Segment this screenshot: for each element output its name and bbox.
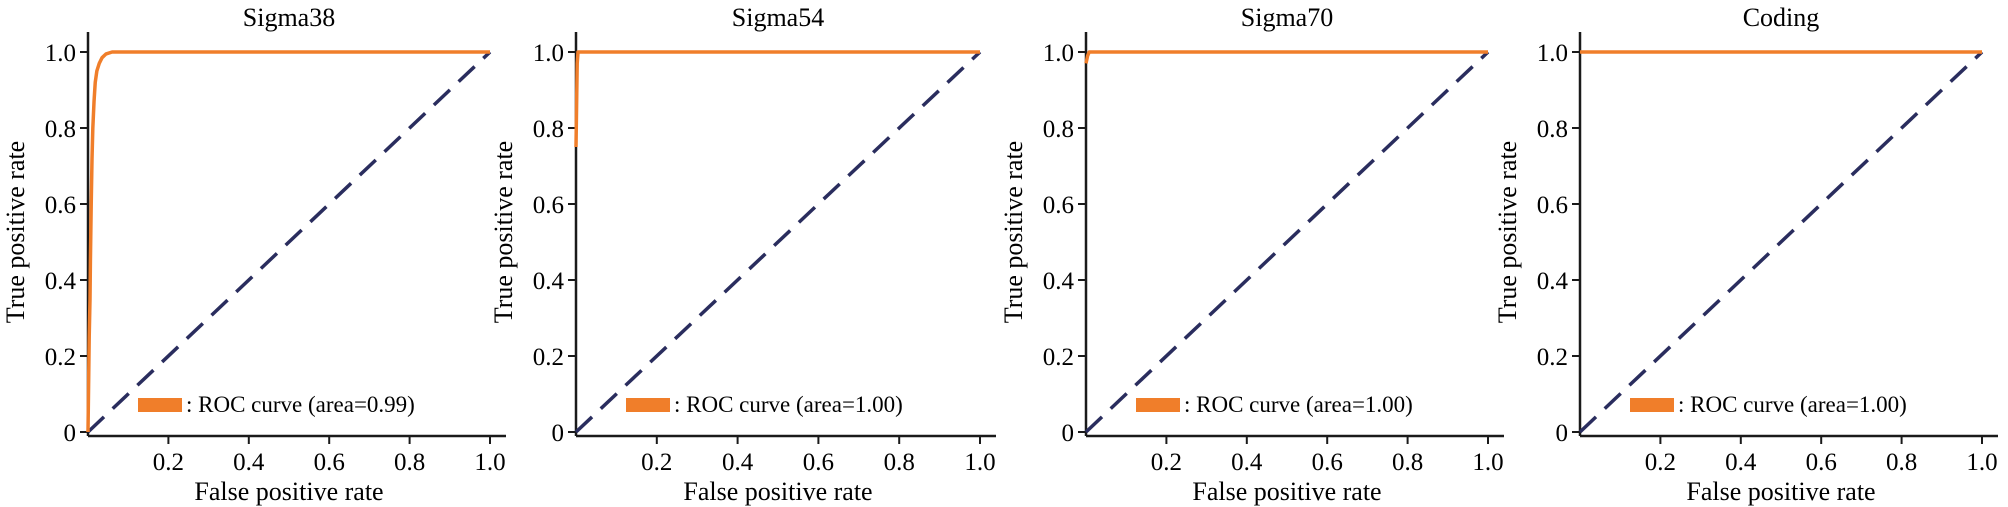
x-tick-label: 0.8 [394,449,425,476]
x-tick-label: 0.8 [884,449,915,476]
y-tick-label: 0.2 [1043,344,1074,371]
y-tick-label: 1.0 [533,40,564,67]
y-tick-label: 0.6 [1537,192,1568,219]
y-tick-label: 0.8 [1043,116,1074,143]
x-axis-label: False positive rate [194,477,383,506]
y-axis-label: True positive rate [1,141,30,323]
x-axis-label: False positive rate [683,477,872,506]
x-tick-label: 0.2 [153,449,184,476]
y-axis-label: True positive rate [1493,141,1522,323]
x-tick-label: 0.6 [1806,449,1837,476]
diagonal-reference-line [574,50,982,434]
x-tick-label: 0.2 [1151,449,1182,476]
y-tick-label: 0.4 [45,268,77,295]
legend-swatch [138,398,182,412]
y-tick-label: 0 [1062,420,1075,447]
x-tick-label: 0.4 [722,449,754,476]
legend-label: : ROC curve (area=1.00) [674,392,903,417]
x-axis-label: False positive rate [1192,477,1381,506]
x-axis-label: False positive rate [1686,477,1875,506]
roc-panel-2: Sigma54 0 0.2 0.4 0.6 0.8 1.0 0.2 0.4 0.6 0.8 1.0 Fa… [489,3,996,506]
y-tick-label: 0.8 [533,116,564,143]
diagonal-reference-line [1578,50,1984,434]
x-tick-label: 0.4 [233,449,265,476]
y-tick-label: 0.2 [45,344,76,371]
x-tick-label: 1.0 [1472,449,1503,476]
y-tick-label: 0.2 [533,344,564,371]
y-tick-label: 0.4 [1537,268,1569,295]
y-tick-label: 0.2 [1537,344,1568,371]
legend-label: : ROC curve (area=0.99) [186,392,415,417]
y-tick-label: 1.0 [1043,40,1074,67]
y-tick-label: 0.8 [45,116,76,143]
roc-panel-3: Sigma70 0 0.2 0.4 0.6 0.8 1.0 0.2 0.4 0.6 0.8 1.0 Fa… [999,3,1504,506]
x-tick-label: 1.0 [964,449,995,476]
x-tick-label: 0.8 [1886,449,1917,476]
x-tick-label: 0.6 [314,449,345,476]
y-tick-label: 0.4 [1043,268,1075,295]
legend-swatch [1630,398,1674,412]
legend-label: : ROC curve (area=1.00) [1678,392,1907,417]
panel-title: Sigma38 [243,3,335,32]
y-tick-label: 0 [1556,420,1569,447]
panel-title: Sigma54 [732,3,824,32]
roc-panel-1: Sigma38 0 0.2 0.4 0.6 0.8 1.0 0.2 0.4 0.6 0.8 1.0 Fa… [1,3,506,506]
x-tick-label: 0.8 [1392,449,1423,476]
diagonal-reference-line [86,50,492,434]
y-tick-label: 0 [64,420,77,447]
panel-title: Sigma70 [1241,3,1333,32]
y-tick-label: 0 [552,420,565,447]
roc-curve [86,50,490,433]
legend-label: : ROC curve (area=1.00) [1184,392,1413,417]
x-tick-label: 0.6 [803,449,834,476]
roc-curve [1084,50,1488,64]
y-tick-label: 0.6 [533,192,564,219]
x-tick-label: 0.2 [1645,449,1676,476]
x-tick-label: 0.2 [641,449,672,476]
roc-panel-4: Coding 0 0.2 0.4 0.6 0.8 1.0 0.2 0.4 0.6 0.8 1.0 Fal… [1493,3,1998,506]
x-tick-label: 0.6 [1312,449,1343,476]
x-tick-label: 1.0 [474,449,505,476]
y-axis-label: True positive rate [999,141,1028,323]
y-tick-label: 0.6 [45,192,76,219]
y-tick-label: 0.6 [1043,192,1074,219]
y-axis-label: True positive rate [489,141,518,323]
x-tick-label: 1.0 [1966,449,1997,476]
x-tick-label: 0.4 [1231,449,1263,476]
diagonal-reference-line [1084,50,1490,434]
y-tick-label: 0.4 [533,268,565,295]
legend-swatch [626,398,670,412]
roc-curve [574,50,980,148]
y-tick-label: 0.8 [1537,116,1568,143]
y-tick-label: 1.0 [45,40,76,67]
panel-title: Coding [1743,3,1820,32]
y-tick-label: 1.0 [1537,40,1568,67]
x-tick-label: 0.4 [1725,449,1757,476]
legend-swatch [1136,398,1180,412]
